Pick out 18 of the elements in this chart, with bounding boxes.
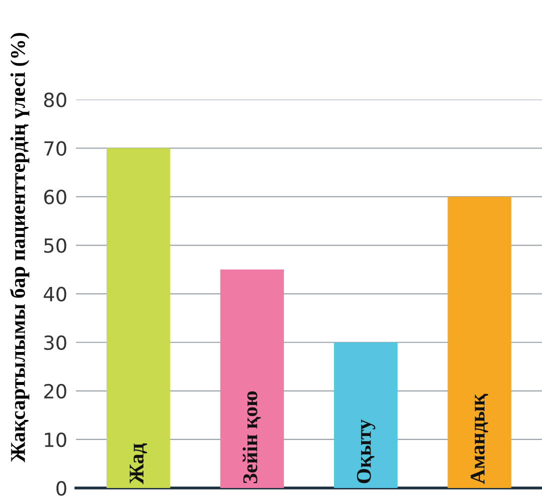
x-tick-label: Жад xyxy=(130,443,148,484)
y-tick-label: 50 xyxy=(44,238,66,253)
y-tick-label: 60 xyxy=(44,190,66,204)
x-tick-label: Оқыту xyxy=(356,420,376,484)
bar xyxy=(106,148,170,488)
bar xyxy=(334,342,398,488)
y-tick-label: 70 xyxy=(44,141,66,156)
y-tick-label: 80 xyxy=(44,92,66,108)
y-tick-label: 40 xyxy=(44,286,66,302)
y-tick-label: 20 xyxy=(44,384,66,399)
x-tick-label: Амандық xyxy=(470,394,488,484)
y-tick-label: 30 xyxy=(44,335,66,350)
bar xyxy=(448,196,512,488)
bar xyxy=(220,270,284,488)
y-tick-label: 10 xyxy=(44,432,66,448)
y-tick-label: 0 xyxy=(56,480,66,496)
y-axis-title: Жақсартылымы бар пациенттердің үлесі (%) xyxy=(10,33,30,462)
x-tick-label: Зейін қою xyxy=(242,391,261,484)
